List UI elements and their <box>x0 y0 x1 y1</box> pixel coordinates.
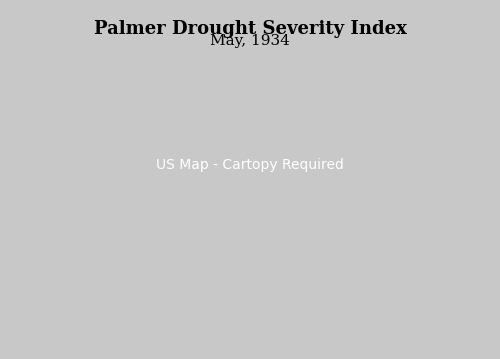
Text: Palmer Drought Severity Index: Palmer Drought Severity Index <box>94 20 406 38</box>
Text: May, 1934: May, 1934 <box>210 34 290 48</box>
Text: US Map - Cartopy Required: US Map - Cartopy Required <box>156 158 344 172</box>
